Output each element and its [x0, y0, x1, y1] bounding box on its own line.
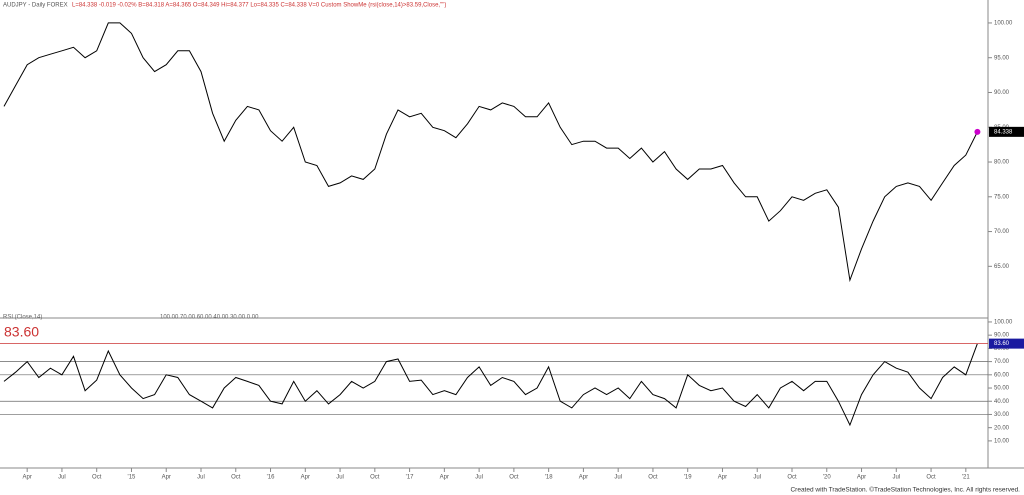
- x-tick-label: Oct: [787, 475, 797, 481]
- x-tick-label: Jul: [753, 475, 761, 481]
- y-tick-label: 70.00: [994, 359, 1010, 365]
- x-tick-label: Jul: [614, 475, 622, 481]
- y-tick-label: 95.00: [994, 55, 1010, 61]
- last-value-box: [989, 126, 1024, 137]
- x-tick-label: '16: [267, 475, 275, 481]
- x-tick-label: Oct: [231, 475, 241, 481]
- y-tick-label: 10.00: [994, 438, 1010, 444]
- last-value-box: [989, 338, 1024, 349]
- x-tick-label: Oct: [926, 475, 936, 481]
- x-tick-label: Jul: [197, 475, 205, 481]
- x-tick-label: Apr: [23, 475, 32, 481]
- y-tick-label: 30.00: [994, 412, 1010, 418]
- y-tick-label: 70.00: [994, 229, 1010, 235]
- y-tick-label: 80.00: [994, 160, 1010, 166]
- y-tick-label: 80.00: [994, 346, 1010, 352]
- x-tick-label: '15: [128, 475, 136, 481]
- y-tick-label: 100.00: [994, 320, 1013, 326]
- x-tick-label: '17: [406, 475, 414, 481]
- series-line: [3, 22, 978, 283]
- y-tick-label: 40.00: [994, 399, 1010, 405]
- chart-title: AUDJPY - Daily FOREX: [3, 3, 68, 9]
- y-tick-label: 75.00: [994, 194, 1010, 200]
- last-value-label: 84.338: [994, 129, 1013, 135]
- y-tick-label: 50.00: [994, 386, 1010, 392]
- y-tick-label: 65.00: [994, 264, 1010, 270]
- x-tick-label: Apr: [857, 475, 866, 481]
- series-line: [3, 343, 978, 427]
- x-tick-label: Jul: [336, 475, 344, 481]
- rsi-value: 83.60: [4, 324, 39, 340]
- x-tick-label: Jul: [475, 475, 483, 481]
- y-tick-label: 60.00: [994, 372, 1010, 378]
- y-tick-label: 90.00: [994, 333, 1010, 339]
- x-tick-label: Oct: [648, 475, 658, 481]
- x-tick-label: '21: [962, 475, 970, 481]
- x-tick-label: Apr: [579, 475, 588, 481]
- x-tick-label: Apr: [162, 475, 171, 481]
- x-tick-label: Oct: [509, 475, 519, 481]
- x-tick-label: Jul: [892, 475, 900, 481]
- x-tick-label: Apr: [301, 475, 310, 481]
- x-tick-label: Apr: [440, 475, 449, 481]
- x-tick-label: Apr: [718, 475, 727, 481]
- last-value-label: 83.60: [994, 341, 1010, 347]
- x-tick-label: '18: [545, 475, 553, 481]
- x-tick-label: Oct: [370, 475, 380, 481]
- x-tick-label: Oct: [92, 475, 102, 481]
- footer: Created with TradeStation. ©TradeStation…: [790, 486, 1020, 494]
- y-tick-label: 90.00: [994, 90, 1010, 96]
- rsi-levels: 100.00 70.00 60.00 40.00 30.00 0.00: [160, 315, 259, 321]
- last-marker: [974, 128, 981, 135]
- quote: L=84.338 -0.019 -0.02% B=84.318 A=84.365…: [72, 3, 446, 9]
- x-tick-label: Jul: [58, 475, 66, 481]
- y-tick-label: 100.00: [994, 21, 1013, 27]
- x-tick-label: '20: [823, 475, 831, 481]
- x-tick-label: '19: [684, 475, 692, 481]
- rsi-title: RSI (Close,14): [3, 315, 42, 321]
- y-tick-label: 20.00: [994, 425, 1010, 431]
